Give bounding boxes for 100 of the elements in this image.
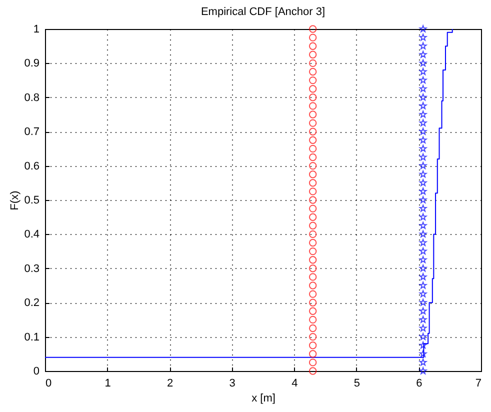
point: [419, 204, 427, 212]
x-axis-title: x [m]: [252, 392, 276, 404]
point: [419, 59, 427, 66]
point: [419, 298, 427, 306]
point: [308, 298, 317, 306]
point: [308, 358, 317, 366]
point: [308, 264, 317, 272]
point: [308, 85, 317, 93]
point: [419, 25, 427, 32]
y-tick-label: 0: [33, 366, 40, 378]
y-tick-label: 0.6: [24, 160, 40, 172]
point: [419, 307, 427, 314]
x-tick-label: 4: [292, 378, 298, 390]
point: [308, 204, 317, 212]
point: [308, 332, 317, 341]
x-tick-label: 6: [416, 378, 422, 390]
x-tick-label: 7: [475, 378, 482, 390]
point: [419, 162, 427, 170]
point: [419, 76, 427, 84]
point: [308, 25, 317, 33]
point: [419, 136, 427, 144]
point: [419, 42, 427, 50]
point: [419, 196, 427, 204]
point: [308, 247, 317, 256]
point: [419, 367, 427, 374]
y-tick-label: 0.1: [24, 331, 40, 344]
point: [308, 162, 317, 170]
point: [308, 136, 317, 144]
point: [308, 213, 317, 221]
point: [308, 94, 317, 102]
x-tick-label: 1: [104, 378, 111, 390]
point: [419, 34, 427, 41]
x-tick-label: 0: [46, 378, 52, 390]
point: [308, 128, 317, 136]
point: [419, 350, 427, 358]
y-tick-label: 0.9: [24, 58, 40, 70]
point: [419, 358, 427, 366]
point: [419, 213, 427, 220]
point: [419, 102, 427, 110]
y-tick-label: 0.7: [24, 126, 40, 138]
point: [308, 367, 317, 375]
point: [308, 350, 317, 358]
point: [419, 68, 427, 75]
y-tick-label: 0.8: [24, 92, 40, 104]
point: [419, 50, 427, 58]
point: [419, 230, 427, 238]
x-tick-label: 2: [167, 378, 174, 390]
point: [419, 247, 427, 255]
point: [419, 179, 427, 186]
chart-title: Empirical CDF [Anchor 3]: [200, 6, 326, 18]
x-tick-label: 5: [354, 378, 360, 390]
point: [308, 34, 317, 42]
point: [308, 273, 317, 281]
point: [308, 230, 317, 238]
point: [308, 76, 317, 84]
y-axis-title: F(x): [9, 190, 22, 210]
y-tick-label: 0.3: [24, 262, 40, 275]
point: [308, 42, 317, 50]
point: [419, 144, 427, 152]
point: [308, 68, 317, 76]
point: [308, 59, 317, 68]
y-tick-label: 1: [33, 24, 40, 36]
point: [419, 84, 427, 92]
point: [308, 102, 317, 110]
point: [308, 256, 317, 264]
point: [419, 256, 427, 264]
point: [419, 94, 427, 101]
point: [419, 316, 427, 323]
point: [419, 341, 427, 349]
point: [308, 144, 317, 153]
point: [308, 50, 317, 58]
point: [308, 238, 317, 247]
point: [419, 282, 427, 289]
point: [419, 128, 427, 135]
point: [419, 188, 427, 195]
point: [308, 324, 317, 332]
y-tick-label: 0.4: [24, 228, 40, 241]
point: [308, 110, 317, 118]
point: [419, 153, 427, 160]
point: [419, 290, 427, 298]
point: [308, 188, 317, 196]
point: [419, 332, 427, 340]
point: [308, 342, 317, 350]
point: [419, 222, 427, 229]
point: [308, 316, 317, 324]
point: [308, 119, 317, 127]
y-tick-label: 0.5: [24, 194, 40, 206]
point: [308, 282, 317, 290]
point: [308, 196, 317, 204]
point: [308, 307, 317, 315]
y-tick-label: 0.2: [24, 297, 40, 310]
point: [419, 119, 427, 126]
point: [308, 290, 317, 298]
point: [419, 324, 427, 332]
point: [419, 238, 427, 246]
point: [308, 179, 317, 187]
point: [308, 153, 317, 162]
point: [308, 170, 317, 178]
point: [419, 264, 427, 272]
point: [419, 170, 427, 178]
